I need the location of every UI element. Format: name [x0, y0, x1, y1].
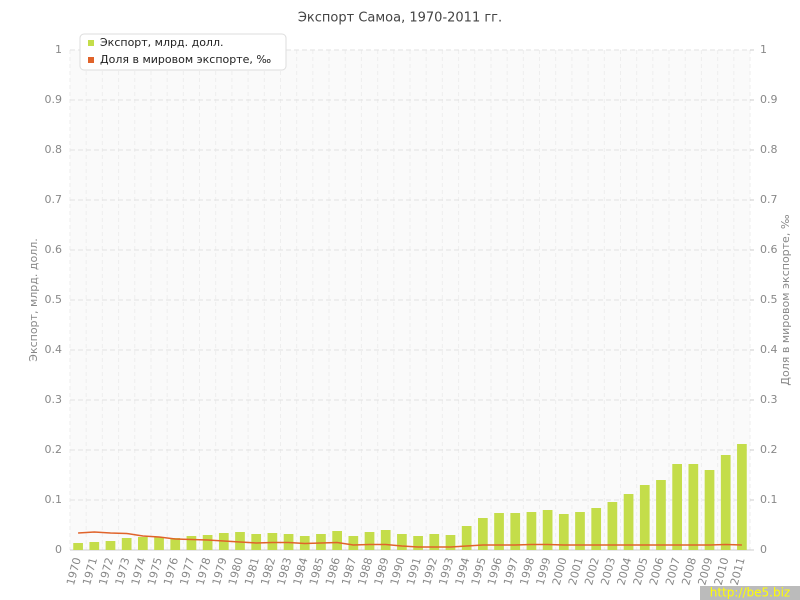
y-tick-label: 1	[55, 43, 62, 56]
bar	[89, 542, 100, 550]
bar	[348, 536, 359, 550]
y-tick-label: 0.6	[45, 243, 63, 256]
bar	[121, 538, 132, 550]
legend: Экспорт, млрд. долл. Доля в мировом экспо…	[79, 33, 287, 71]
bar	[575, 512, 585, 550]
bar	[429, 534, 440, 550]
bar	[494, 513, 504, 550]
bar	[672, 464, 682, 550]
bar	[704, 470, 715, 550]
bar	[105, 541, 116, 550]
y2-tick-label: 0.1	[760, 493, 778, 506]
watermark-bg	[700, 586, 800, 600]
y-axis-label: Экспорт, млрд. долл.	[27, 238, 40, 361]
y-tick-label: 0.1	[45, 493, 63, 506]
legend-box	[79, 33, 287, 71]
bar	[380, 530, 391, 550]
bar	[607, 502, 618, 550]
bar	[316, 534, 326, 550]
bar	[510, 513, 521, 550]
bar	[332, 531, 342, 550]
bar	[591, 508, 602, 550]
bar	[202, 535, 213, 550]
bar	[526, 512, 537, 550]
y2-tick-label: 1	[760, 43, 767, 56]
bar	[397, 534, 407, 550]
y-tick-label: 0.8	[45, 143, 63, 156]
y-tick-label: 0.9	[45, 93, 63, 106]
bar	[138, 537, 148, 550]
y-tick-label: 0.4	[45, 343, 63, 356]
bar	[170, 538, 181, 550]
bar	[656, 480, 666, 550]
legend-label: Доля в мировом экспорте, ‰	[100, 53, 271, 66]
bar	[186, 536, 197, 550]
bar	[154, 537, 164, 550]
watermark: http://be5.biz	[710, 586, 790, 600]
bar	[251, 534, 262, 550]
y2-tick-label: 0.2	[760, 443, 778, 456]
legend-swatch	[88, 57, 94, 63]
bar	[558, 514, 569, 550]
y2-tick-label: 0.6	[760, 243, 778, 256]
bar	[688, 464, 699, 550]
y-tick-label: 0	[55, 543, 62, 556]
line	[78, 531, 742, 548]
bar	[413, 536, 423, 550]
bar	[639, 485, 650, 550]
y-tick-label: 0.5	[45, 293, 63, 306]
y-tick-label: 0.7	[45, 193, 63, 206]
y2-tick-label: 0.9	[760, 93, 778, 106]
bar	[720, 455, 731, 550]
bar	[623, 494, 634, 550]
y-tick-label: 0.2	[45, 443, 63, 456]
bar	[445, 535, 456, 550]
y2-axis-label: Доля в мировом экспорте, ‰	[779, 214, 792, 385]
bar	[461, 526, 472, 550]
legend-label: Экспорт, млрд. долл.	[100, 36, 223, 49]
y2-tick-label: 0.5	[760, 293, 778, 306]
bar	[364, 532, 375, 550]
bar	[235, 532, 245, 550]
chart-title: Экспорт Самоа, 1970-2011 гг.	[298, 11, 502, 26]
y2-tick-label: 0	[760, 543, 767, 556]
bar	[73, 543, 83, 550]
bar	[267, 533, 278, 550]
bar	[737, 444, 747, 550]
legend-swatch	[88, 40, 94, 46]
y2-tick-label: 0.7	[760, 193, 778, 206]
y-tick-label: 0.3	[45, 393, 63, 406]
bar	[542, 510, 553, 550]
y2-tick-label: 0.8	[760, 143, 778, 156]
y2-tick-label: 0.3	[760, 393, 778, 406]
y2-tick-label: 0.4	[760, 343, 778, 356]
bar	[478, 518, 488, 550]
